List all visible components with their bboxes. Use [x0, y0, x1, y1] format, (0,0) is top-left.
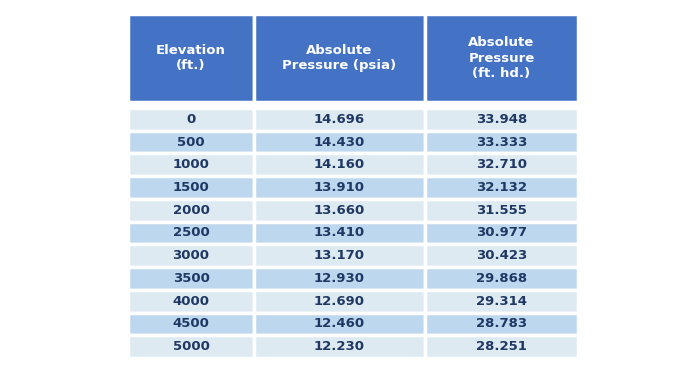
Bar: [254, 199, 425, 222]
Bar: [254, 267, 425, 290]
Bar: [425, 335, 578, 358]
Text: 12.460: 12.460: [314, 317, 365, 330]
Text: 30.423: 30.423: [476, 249, 527, 262]
Text: 5000: 5000: [173, 340, 209, 353]
Bar: [128, 199, 254, 222]
Text: 32.132: 32.132: [476, 181, 527, 194]
Bar: [128, 222, 254, 244]
Bar: [128, 290, 254, 312]
Text: 14.430: 14.430: [314, 135, 365, 148]
Bar: [128, 244, 254, 267]
Bar: [128, 176, 254, 199]
Bar: [254, 102, 425, 108]
Bar: [128, 102, 254, 108]
Text: Absolute
Pressure (psia): Absolute Pressure (psia): [282, 44, 397, 73]
Bar: [254, 222, 425, 244]
Bar: [254, 244, 425, 267]
Bar: [254, 312, 425, 335]
Text: 3000: 3000: [172, 249, 209, 262]
Bar: [128, 267, 254, 290]
Text: 13.170: 13.170: [314, 249, 365, 262]
Bar: [425, 14, 578, 102]
Bar: [128, 14, 254, 102]
Text: 13.910: 13.910: [314, 181, 365, 194]
Bar: [425, 176, 578, 199]
Text: 32.710: 32.710: [476, 158, 527, 171]
Text: 1500: 1500: [173, 181, 209, 194]
Bar: [254, 131, 425, 154]
Bar: [128, 108, 254, 131]
Text: 1000: 1000: [173, 158, 209, 171]
Text: 2000: 2000: [173, 204, 209, 217]
Text: 14.160: 14.160: [314, 158, 365, 171]
Bar: [254, 290, 425, 312]
Bar: [425, 290, 578, 312]
Text: Absolute
Pressure
(ft. hd.): Absolute Pressure (ft. hd.): [468, 35, 535, 80]
Text: Elevation
(ft.): Elevation (ft.): [156, 44, 226, 73]
Bar: [254, 108, 425, 131]
Bar: [425, 199, 578, 222]
Text: 12.230: 12.230: [314, 340, 365, 353]
Text: 13.410: 13.410: [314, 227, 365, 240]
Bar: [425, 102, 578, 108]
Text: 28.251: 28.251: [476, 340, 527, 353]
Bar: [425, 131, 578, 154]
Text: 13.660: 13.660: [314, 204, 365, 217]
Bar: [128, 312, 254, 335]
Text: 29.314: 29.314: [476, 295, 527, 308]
Text: 28.783: 28.783: [476, 317, 527, 330]
Bar: [254, 14, 425, 102]
Bar: [425, 312, 578, 335]
Bar: [425, 267, 578, 290]
Text: 33.333: 33.333: [476, 135, 527, 148]
Text: 500: 500: [177, 135, 205, 148]
Bar: [128, 154, 254, 176]
Text: 30.977: 30.977: [476, 227, 527, 240]
Text: 12.930: 12.930: [314, 272, 365, 285]
Bar: [425, 108, 578, 131]
Text: 2500: 2500: [173, 227, 209, 240]
Text: 4000: 4000: [172, 295, 209, 308]
Text: 33.948: 33.948: [476, 113, 527, 126]
Bar: [254, 176, 425, 199]
Text: 29.868: 29.868: [476, 272, 527, 285]
Text: 3500: 3500: [173, 272, 209, 285]
Text: 31.555: 31.555: [476, 204, 527, 217]
Bar: [128, 131, 254, 154]
Bar: [425, 244, 578, 267]
Bar: [128, 335, 254, 358]
Bar: [425, 154, 578, 176]
Text: 14.696: 14.696: [314, 113, 365, 126]
Bar: [254, 335, 425, 358]
Bar: [425, 222, 578, 244]
Text: 0: 0: [186, 113, 195, 126]
Text: 4500: 4500: [173, 317, 209, 330]
Bar: [254, 154, 425, 176]
Text: 12.690: 12.690: [314, 295, 365, 308]
